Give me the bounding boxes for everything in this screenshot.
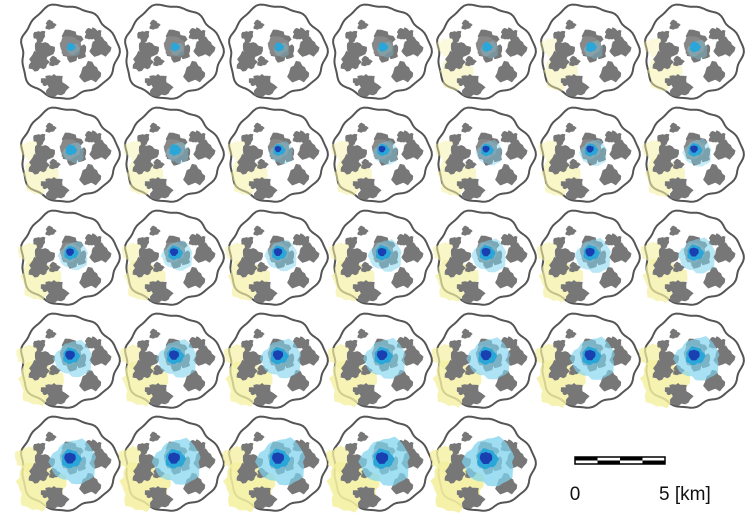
scale-segment xyxy=(575,457,598,461)
panels xyxy=(15,5,744,513)
map-panel xyxy=(326,417,432,513)
map-panel xyxy=(125,5,224,99)
map-panel xyxy=(435,108,536,202)
map-panel xyxy=(430,417,536,513)
map-panel xyxy=(333,5,432,99)
map-panel xyxy=(15,417,120,512)
map-panel xyxy=(537,211,640,305)
scale-label: 0 xyxy=(570,484,581,505)
map-panel xyxy=(540,5,640,99)
map-panel xyxy=(436,5,536,99)
map-panel xyxy=(123,108,224,202)
map-panel xyxy=(641,211,744,305)
map-panel xyxy=(639,314,744,409)
map-panel xyxy=(644,5,744,99)
map-panel xyxy=(21,5,120,99)
map-panel xyxy=(19,108,120,202)
map-panel xyxy=(432,314,536,408)
scale-segment xyxy=(620,457,643,461)
map-panel xyxy=(224,314,328,408)
map-panel xyxy=(329,211,432,305)
map-panel xyxy=(229,5,328,99)
map-panel xyxy=(538,108,640,202)
scale-bar: 0 5 [km] xyxy=(570,457,711,505)
map-panel xyxy=(122,211,224,305)
map-panel xyxy=(535,314,640,408)
map-panel xyxy=(223,417,328,513)
map-panel xyxy=(642,108,744,202)
map-panel xyxy=(328,314,432,408)
scale-label: 5 [km] xyxy=(659,484,711,505)
scale-segment xyxy=(643,461,666,465)
scale-segment xyxy=(598,461,621,465)
map-panel xyxy=(119,417,224,512)
figure: 0 5 [km] xyxy=(0,0,754,526)
map-panel xyxy=(18,211,120,305)
map-panel xyxy=(227,108,328,202)
map-figure: 0 5 [km] xyxy=(0,0,754,526)
map-panel xyxy=(16,314,120,408)
map-panel xyxy=(433,211,536,305)
map-panel xyxy=(120,314,224,408)
map-panel xyxy=(226,211,328,305)
map-panel xyxy=(331,108,432,202)
